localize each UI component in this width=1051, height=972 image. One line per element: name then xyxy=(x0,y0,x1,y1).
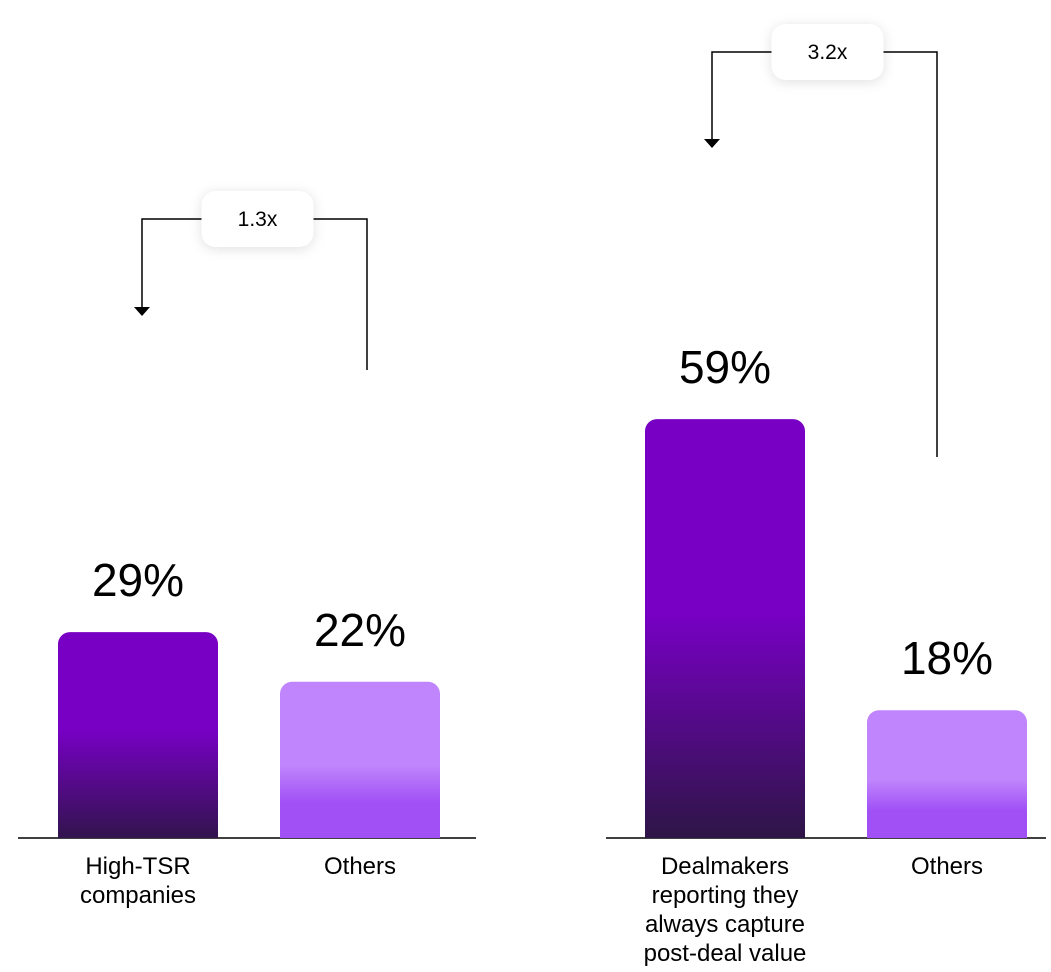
chart-2-comparison-bracket: 3.2x xyxy=(704,24,938,457)
chart-2-bracket-line xyxy=(711,51,938,457)
chart-2-bar-others xyxy=(867,710,1027,838)
chart-1-category-others: Others xyxy=(324,853,396,880)
chart-1-ratio-label: 1.3x xyxy=(238,208,278,231)
chart-2-value-dealmakers: 59% xyxy=(679,341,771,393)
chart-1-value-others: 22% xyxy=(314,604,406,656)
chart-1-comparison-bracket: 1.3x xyxy=(134,191,368,370)
chart-2-category-dealmakers: Dealmakers reporting they always capture po… xyxy=(644,853,807,967)
chart-1-value-high-tsr: 29% xyxy=(92,554,184,606)
chart-1: 29% 22% High-TSR companies Others 1.3x xyxy=(18,191,476,909)
chart-1-bar-others xyxy=(280,681,440,838)
chart-1-category-high-tsr: High-TSR companies xyxy=(80,853,196,909)
chart-2: 59% 18% Dealmakers reporting they always c… xyxy=(606,24,1046,967)
chart-2-ratio-label: 3.2x xyxy=(808,41,848,64)
chart-2-category-others: Others xyxy=(911,853,983,880)
chart-1-ratio-badge xyxy=(201,191,314,247)
chart-1-bar-high-tsr xyxy=(58,632,218,838)
chart-2-value-others: 18% xyxy=(901,632,993,684)
chart-2-ratio-badge xyxy=(771,24,884,80)
chart-1-bracket-arrowhead xyxy=(134,307,150,316)
chart-2-bracket-arrowhead xyxy=(704,139,720,148)
chart-2-bar-dealmakers xyxy=(645,419,805,838)
